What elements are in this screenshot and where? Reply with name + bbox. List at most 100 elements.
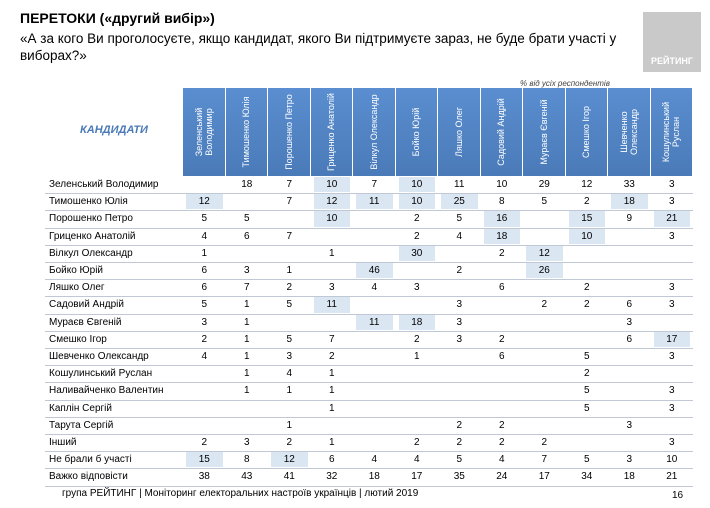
cell: 30 bbox=[398, 245, 435, 261]
cell: 15 bbox=[186, 452, 223, 468]
corner-label: КАНДИДАТИ bbox=[80, 124, 148, 136]
cell: 5 bbox=[456, 454, 463, 466]
cell bbox=[569, 246, 606, 261]
cell bbox=[356, 229, 393, 244]
cell: 2 bbox=[498, 437, 505, 448]
cell: 5 bbox=[243, 213, 250, 225]
cell: 29 bbox=[538, 179, 550, 190]
cell: 7 bbox=[541, 454, 548, 466]
cell: 3 bbox=[456, 333, 463, 345]
cell bbox=[526, 315, 563, 330]
row-divider bbox=[45, 193, 693, 195]
cell: 2 bbox=[541, 299, 548, 311]
row-divider bbox=[45, 296, 693, 298]
column-header: Ляшко Олег bbox=[438, 88, 481, 176]
cell bbox=[229, 401, 266, 416]
column-label: Бойко Юрій bbox=[411, 107, 422, 157]
cell: 3 bbox=[626, 316, 633, 328]
cell: 3 bbox=[328, 282, 335, 294]
row-label: Кошулинський Руслан bbox=[49, 368, 153, 380]
cell: 33 bbox=[623, 179, 635, 190]
row-label: Мураєв Євгеній bbox=[49, 316, 122, 328]
cell: 2 bbox=[286, 282, 293, 294]
cell bbox=[399, 383, 436, 398]
row-label: Порошенко Петро bbox=[49, 213, 133, 225]
cell bbox=[229, 246, 266, 261]
row-divider bbox=[45, 210, 693, 212]
cell: 35 bbox=[453, 471, 465, 483]
cell: 7 bbox=[286, 230, 293, 242]
row-divider bbox=[45, 244, 693, 246]
cell: 3 bbox=[456, 316, 463, 328]
cell bbox=[526, 211, 563, 226]
cell: 7 bbox=[371, 179, 378, 190]
cell: 1 bbox=[243, 316, 250, 328]
column-header: Вілкул Олександр bbox=[353, 88, 396, 176]
cell: 2 bbox=[201, 437, 208, 448]
cell bbox=[611, 349, 648, 364]
cell: 1 bbox=[243, 299, 250, 311]
cell bbox=[399, 366, 436, 381]
cell: 17 bbox=[411, 471, 423, 483]
cell bbox=[611, 435, 648, 450]
cell: 4 bbox=[371, 282, 378, 294]
cell: 10 bbox=[398, 194, 435, 210]
cell bbox=[271, 401, 308, 416]
cell bbox=[356, 435, 393, 450]
cell: 3 bbox=[668, 299, 675, 311]
row-divider bbox=[45, 485, 693, 487]
cell: 11 bbox=[356, 194, 393, 210]
cell: 3 bbox=[668, 179, 675, 190]
cell: 10 bbox=[496, 179, 508, 190]
cell bbox=[654, 418, 691, 433]
cell: 3 bbox=[243, 265, 250, 276]
cell: 3 bbox=[626, 454, 633, 466]
cell: 6 bbox=[243, 230, 250, 242]
cell: 4 bbox=[201, 230, 208, 242]
cell: 17 bbox=[538, 471, 550, 483]
cell: 26 bbox=[526, 263, 563, 279]
cell: 46 bbox=[356, 263, 393, 279]
cell: 38 bbox=[198, 471, 210, 483]
cell: 2 bbox=[286, 437, 293, 448]
row-label: Вілкул Олександр bbox=[49, 247, 133, 259]
cell: 10 bbox=[568, 228, 605, 244]
cell bbox=[314, 315, 351, 330]
column-label: Порошенко Петро bbox=[283, 94, 294, 170]
cell bbox=[356, 401, 393, 416]
cell: 2 bbox=[583, 196, 590, 208]
cell: 3 bbox=[668, 230, 675, 242]
cell bbox=[356, 246, 393, 261]
row-label: Бойко Юрій bbox=[49, 265, 104, 276]
cell: 12 bbox=[313, 194, 350, 210]
cell: 2 bbox=[583, 299, 590, 311]
cell: 2 bbox=[413, 213, 420, 225]
cell bbox=[526, 383, 563, 398]
cell: 1 bbox=[243, 385, 250, 397]
cell bbox=[356, 297, 393, 312]
row-divider bbox=[45, 227, 693, 229]
cell: 4 bbox=[201, 351, 208, 362]
cell: 5 bbox=[541, 196, 548, 208]
cell bbox=[441, 246, 478, 261]
cell bbox=[569, 435, 606, 450]
cell bbox=[399, 418, 436, 433]
cell: 1 bbox=[201, 247, 208, 259]
cell: 2 bbox=[328, 351, 335, 362]
cell bbox=[526, 418, 563, 433]
cell bbox=[186, 366, 223, 381]
cell: 17 bbox=[653, 331, 690, 347]
column-header: Садовий Андрій bbox=[480, 88, 523, 176]
cell: 2 bbox=[456, 437, 463, 448]
cell: 18 bbox=[368, 471, 380, 483]
row-divider bbox=[45, 348, 693, 349]
cell: 5 bbox=[286, 299, 293, 311]
row-label: Тарута Сергій bbox=[49, 419, 114, 431]
cell: 1 bbox=[328, 385, 335, 397]
cell bbox=[229, 194, 266, 209]
cell bbox=[271, 315, 308, 330]
cell: 11 bbox=[454, 179, 465, 190]
cell: 3 bbox=[668, 402, 675, 414]
cell: 3 bbox=[413, 282, 420, 294]
cell: 8 bbox=[498, 196, 505, 208]
